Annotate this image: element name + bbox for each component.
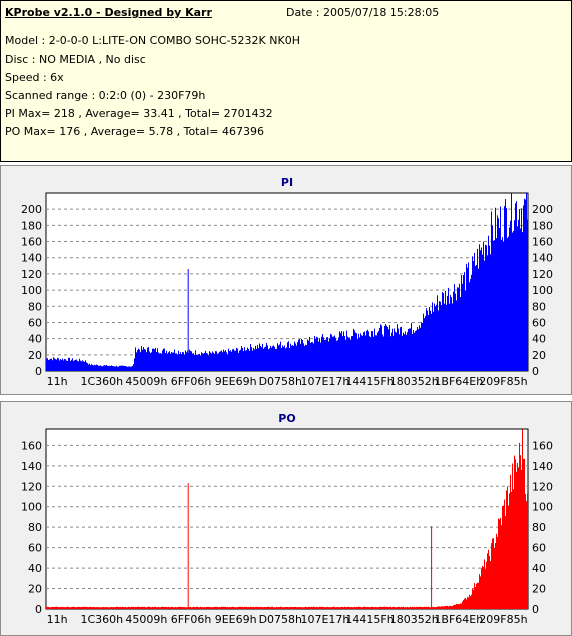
po-chart: PO 0 0 20 20 40 40 60 60 80 80 100 100 120 120 140 140 16… bbox=[21, 412, 553, 626]
y-tick-label-right: 20 bbox=[532, 583, 546, 596]
x-tick-label: 209F85h bbox=[479, 613, 527, 626]
disc-line: Disc : NO MEDIA , No disc bbox=[5, 53, 146, 66]
y-tick-label-left: 40 bbox=[28, 333, 42, 346]
y-tick-label-left: 100 bbox=[21, 501, 42, 514]
x-tick-label: 107E17h bbox=[300, 375, 349, 388]
y-tick-label-left: 20 bbox=[28, 349, 42, 362]
y-tick-label-right: 180 bbox=[532, 219, 553, 232]
y-tick-label-left: 60 bbox=[28, 316, 42, 329]
x-tick-label: 11h bbox=[47, 613, 68, 626]
y-tick-label-right: 80 bbox=[532, 300, 546, 313]
x-tick-label: 180352h bbox=[390, 613, 439, 626]
series-bars bbox=[46, 193, 528, 371]
y-tick-label-left: 0 bbox=[35, 603, 42, 616]
y-tick-label-right: 60 bbox=[532, 542, 546, 555]
y-tick-label-left: 160 bbox=[21, 439, 42, 452]
y-tick-label-left: 120 bbox=[21, 480, 42, 493]
y-tick-label-right: 80 bbox=[532, 521, 546, 534]
x-tick-label: 1BF64Eh bbox=[434, 613, 483, 626]
y-tick-label-right: 0 bbox=[532, 603, 539, 616]
model-line: Model : 2-0-0-0 L:LITE-ON COMBO SOHC-523… bbox=[5, 34, 300, 47]
x-tick-label: 1BF64Eh bbox=[434, 375, 483, 388]
x-tick-label: 6FF06h bbox=[171, 375, 212, 388]
x-tick-label: 6FF06h bbox=[171, 613, 212, 626]
y-tick-label-left: 120 bbox=[21, 268, 42, 281]
speed-line: Speed : 6x bbox=[5, 71, 64, 84]
y-tick-label-right: 0 bbox=[532, 365, 539, 378]
y-tick-label-right: 140 bbox=[532, 460, 553, 473]
range-line: Scanned range : 0:2:0 (0) - 230F79h bbox=[5, 89, 206, 102]
y-tick-label-right: 160 bbox=[532, 439, 553, 452]
po-chart-panel: PO 0 0 20 20 40 40 60 60 80 80 100 100 120 120 140 140 16… bbox=[0, 401, 572, 636]
y-tick-label-left: 40 bbox=[28, 562, 42, 575]
pi-chart: PI 0 0 20 20 40 40 60 60 80 80 100 100 120 120 140 140 16… bbox=[21, 176, 553, 388]
y-tick-label-left: 160 bbox=[21, 236, 42, 249]
y-tick-label-left: 60 bbox=[28, 542, 42, 555]
y-tick-label-right: 40 bbox=[532, 333, 546, 346]
series-bars bbox=[46, 429, 528, 609]
x-tick-label: 45009h bbox=[125, 613, 167, 626]
y-tick-label-right: 120 bbox=[532, 480, 553, 493]
scan-date: Date : 2005/07/18 15:28:05 bbox=[286, 6, 440, 19]
y-tick-label-right: 100 bbox=[532, 501, 553, 514]
chart-title: PO bbox=[278, 412, 295, 425]
pi-summary-line: PI Max= 218 , Average= 33.41 , Total= 27… bbox=[5, 107, 273, 120]
y-tick-label-right: 120 bbox=[532, 268, 553, 281]
y-tick-label-right: 40 bbox=[532, 562, 546, 575]
x-tick-label: 11h bbox=[47, 375, 68, 388]
plot-area bbox=[45, 428, 529, 610]
y-tick-label-right: 100 bbox=[532, 284, 553, 297]
y-tick-label-right: 160 bbox=[532, 236, 553, 249]
pi-chart-panel: PI 0 0 20 20 40 40 60 60 80 80 100 100 120 120 140 140 16… bbox=[0, 165, 572, 395]
y-tick-label-left: 140 bbox=[21, 252, 42, 265]
x-tick-label: 9EE69h bbox=[215, 613, 257, 626]
x-tick-label: 14415Fh bbox=[345, 613, 393, 626]
x-tick-label: 180352h bbox=[390, 375, 439, 388]
info-panel: KProbe v2.1.0 - Designed by Karr Date : … bbox=[0, 0, 572, 162]
y-tick-label-right: 140 bbox=[532, 252, 553, 265]
x-tick-label: 9EE69h bbox=[215, 375, 257, 388]
y-tick-label-left: 200 bbox=[21, 203, 42, 216]
x-tick-label: 1C360h bbox=[80, 613, 123, 626]
x-tick-label: 107E17h bbox=[300, 613, 349, 626]
x-tick-label: 14415Fh bbox=[345, 375, 393, 388]
y-tick-label-left: 100 bbox=[21, 284, 42, 297]
y-tick-label-left: 80 bbox=[28, 300, 42, 313]
y-tick-label-left: 20 bbox=[28, 583, 42, 596]
x-tick-label: D0758h bbox=[259, 375, 302, 388]
y-tick-label-left: 180 bbox=[21, 219, 42, 232]
x-tick-label: 1C360h bbox=[80, 375, 123, 388]
y-tick-label-right: 60 bbox=[532, 316, 546, 329]
y-tick-label-left: 140 bbox=[21, 460, 42, 473]
app-title: KProbe v2.1.0 - Designed by Karr bbox=[5, 6, 212, 19]
po-summary-line: PO Max= 176 , Average= 5.78 , Total= 467… bbox=[5, 125, 264, 138]
y-tick-label-right: 20 bbox=[532, 349, 546, 362]
x-tick-label: D0758h bbox=[259, 613, 302, 626]
y-tick-label-right: 200 bbox=[532, 203, 553, 216]
x-tick-label: 209F85h bbox=[479, 375, 527, 388]
x-tick-label: 45009h bbox=[125, 375, 167, 388]
y-tick-label-left: 0 bbox=[35, 365, 42, 378]
chart-title: PI bbox=[281, 176, 293, 189]
y-tick-label-left: 80 bbox=[28, 521, 42, 534]
